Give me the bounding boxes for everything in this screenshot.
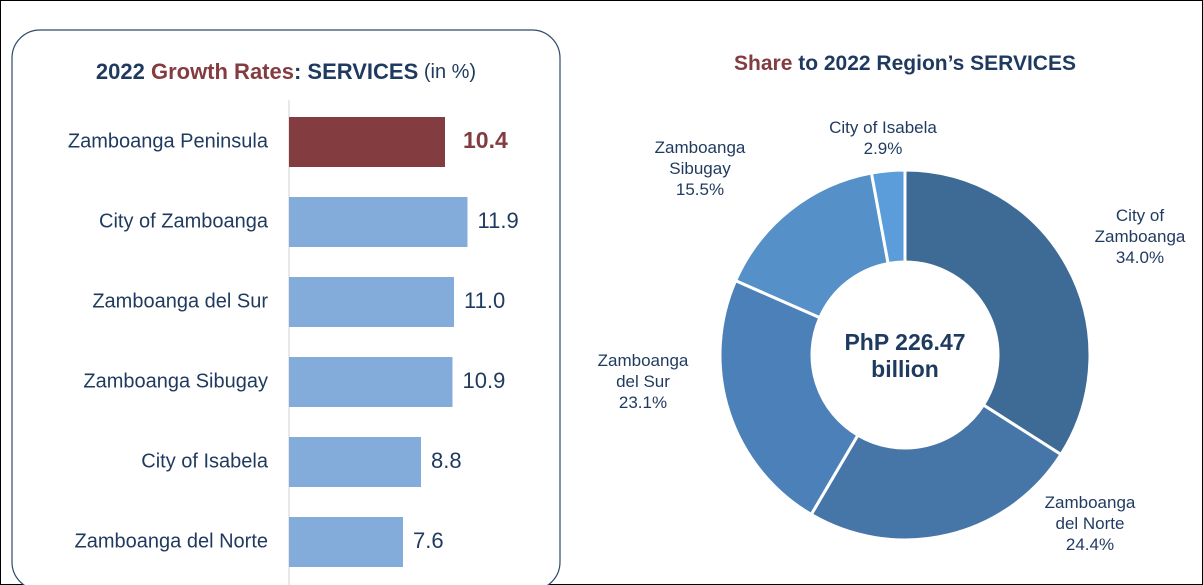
title-part: : SERVICES [294,59,418,84]
donut-segment [869,168,907,266]
category-label: City of Zamboanga [1094,206,1186,246]
category-label: Zamboanga Peninsula [68,130,269,152]
category-label: Zamboanga del Norte [75,530,268,552]
category-label: City of Isabela [141,450,269,472]
value-label: 24.4% [1065,535,1115,554]
value-label: 2.9% [863,139,903,158]
title-part: (in %) [418,61,476,83]
title-part: to 2022 Region’s SERVICES [792,52,1076,75]
category-label: Zamboanga Sibugay [83,370,268,392]
value-label: 11.9 [478,208,519,233]
bar [289,517,403,567]
category-label: City of Zamboanga [99,210,269,232]
chart-title: 2022 Growth Rates: SERVICES (in %) [96,59,476,84]
bar [289,117,445,167]
category-label: Zamboanga del Sur [597,351,689,391]
bar [289,357,453,407]
donut-segment [903,168,1092,457]
value-label: 8.8 [431,448,462,473]
value-label: 15.5% [675,180,725,199]
donut-segment [718,278,860,517]
value-label: 23.1% [618,393,668,412]
value-label: 10.4 [463,127,508,153]
bar [289,437,421,487]
category-label: Zamboanga Sibugay [654,138,746,178]
value-label: 7.6 [413,528,444,553]
value-label: 11.0 [464,288,505,313]
bar [289,197,468,247]
panel [11,29,561,585]
value-label: 10.9 [463,368,506,393]
category-label: City of Isabela [829,118,937,137]
center-label: PhP 226.47 billion [844,329,966,382]
donut-segment [809,402,1064,542]
value-label: 34.0% [1115,248,1165,267]
category-label: Zamboanga del Sur [92,290,268,312]
title-part: Growth Rates [151,59,294,84]
title-part: Share [734,52,792,75]
category-label: Zamboanga del Norte [1044,493,1136,533]
bar [289,277,454,327]
chart-title: Share to 2022 Region’s SERVICES [734,52,1076,75]
title-part: 2022 [96,59,151,84]
